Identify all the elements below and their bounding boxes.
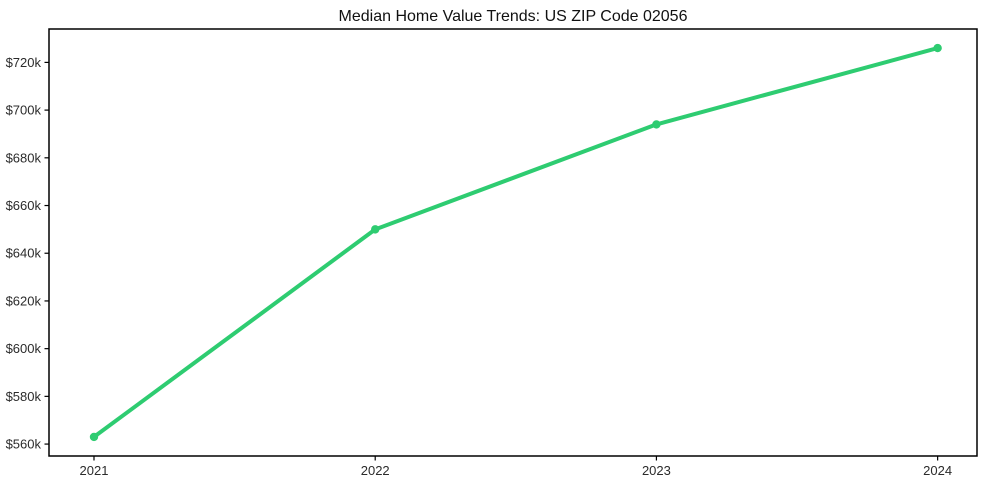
x-axis-tick-label: 2024 xyxy=(923,463,952,478)
y-axis-tick-label: $720k xyxy=(6,55,42,70)
plot-frame xyxy=(48,28,978,457)
y-axis-tick-label: $700k xyxy=(6,103,42,118)
x-axis-tick-label: 2022 xyxy=(361,463,390,478)
x-axis-tick-label: 2023 xyxy=(642,463,671,478)
data-point-marker xyxy=(933,43,942,53)
x-axis-tick-label: 2021 xyxy=(80,463,109,478)
data-point-marker xyxy=(89,432,99,442)
y-axis-tick-label: $560k xyxy=(6,437,42,452)
data-point-marker xyxy=(371,225,380,234)
y-axis-tick-label: $600k xyxy=(6,341,42,356)
y-axis-tick-label: $680k xyxy=(6,150,42,165)
trend-line xyxy=(91,46,940,439)
plot-area: $560k $580k $600k $620k $640k $660k $680k $700k… xyxy=(6,28,978,478)
y-axis-tick-label: $620k xyxy=(6,293,42,308)
y-axis-tick-label: $640k xyxy=(6,246,42,261)
y-axis-tick-label: $660k xyxy=(6,198,42,213)
data-point-marker xyxy=(652,120,661,129)
y-axis-tick-label: $580k xyxy=(6,389,42,404)
chart-title: Median Home Value Trends: US ZIP Code 02… xyxy=(339,8,688,25)
